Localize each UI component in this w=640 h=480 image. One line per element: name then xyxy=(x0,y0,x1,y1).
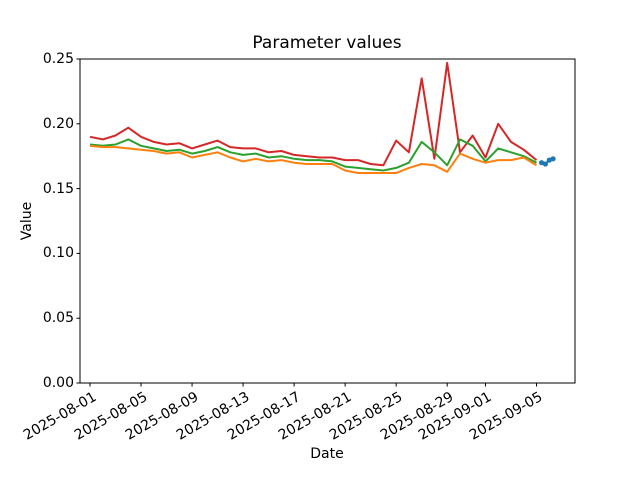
orange-line xyxy=(89,144,538,174)
blue-marker-tail-point xyxy=(550,156,556,162)
y-tick-label: 0.00 xyxy=(42,375,74,391)
y-tick-label: 0.20 xyxy=(42,115,74,132)
axes-spines xyxy=(79,58,576,384)
y-tick-label: 0.15 xyxy=(42,180,74,197)
y-tick-label: 0.25 xyxy=(42,51,74,67)
x-axis-label: Date xyxy=(310,446,344,462)
y-tick-label: 0.10 xyxy=(42,245,74,262)
y-tick-label: 0.05 xyxy=(42,310,74,327)
chart-title: Parameter values xyxy=(252,33,402,53)
red-line xyxy=(89,61,538,167)
blue-marker-tail-point xyxy=(542,161,549,167)
green-line xyxy=(89,138,537,172)
y-axis-label: Value xyxy=(19,201,35,241)
